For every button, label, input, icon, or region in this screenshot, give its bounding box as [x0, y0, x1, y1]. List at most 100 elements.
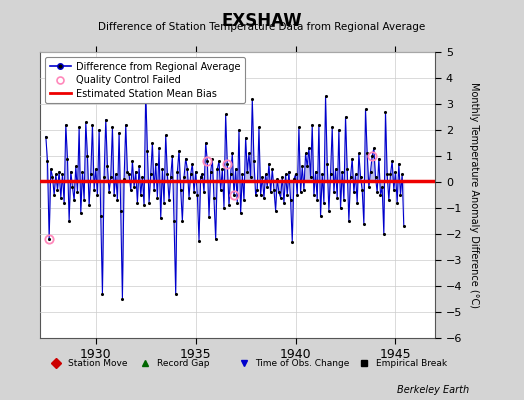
Point — [225, 202, 233, 209]
Point — [336, 205, 345, 211]
Point — [201, 140, 210, 146]
Point — [228, 150, 236, 156]
Text: Station Move: Station Move — [68, 358, 127, 368]
Point — [122, 122, 130, 128]
Point — [72, 163, 80, 170]
Point — [220, 205, 228, 211]
Point — [252, 192, 260, 198]
Point — [215, 158, 223, 164]
Point — [261, 171, 270, 178]
Point — [326, 171, 335, 178]
Point — [167, 174, 175, 180]
Point — [155, 145, 163, 151]
Point — [50, 192, 58, 198]
Point — [315, 122, 323, 128]
Point — [41, 133, 50, 140]
Point — [170, 218, 178, 224]
Point — [88, 122, 96, 128]
Point — [236, 210, 245, 216]
Point — [195, 237, 203, 244]
Point — [383, 171, 391, 178]
Point — [273, 176, 281, 182]
Point — [190, 189, 198, 196]
Point — [58, 171, 67, 178]
Point — [200, 189, 208, 196]
Point — [196, 174, 205, 180]
Point — [320, 200, 328, 206]
Point — [248, 96, 256, 102]
Point — [294, 124, 303, 130]
Point — [359, 220, 368, 227]
Point — [193, 192, 202, 198]
Point — [118, 296, 127, 302]
Point — [253, 186, 261, 193]
Point — [113, 197, 122, 203]
Text: Berkeley Earth: Berkeley Earth — [397, 385, 469, 395]
Point — [375, 155, 383, 162]
Point — [280, 200, 288, 206]
Point — [285, 168, 293, 175]
Point — [96, 213, 105, 219]
Point — [226, 171, 235, 178]
Point — [147, 171, 155, 178]
Point — [75, 124, 83, 130]
Point — [173, 168, 181, 175]
Point — [335, 127, 343, 133]
Text: EXSHAW: EXSHAW — [222, 12, 302, 30]
Point — [135, 163, 143, 170]
Point — [355, 150, 363, 156]
Point — [148, 140, 157, 146]
Point — [86, 171, 95, 178]
Point — [208, 155, 216, 162]
Point — [65, 218, 73, 224]
Point — [395, 160, 403, 167]
Point — [45, 236, 53, 242]
Point — [55, 168, 63, 175]
Point — [323, 160, 331, 167]
Point — [180, 174, 188, 180]
Point — [157, 215, 165, 222]
Text: Empirical Break: Empirical Break — [376, 358, 447, 368]
Point — [362, 106, 370, 112]
Point — [206, 168, 215, 175]
Point — [145, 200, 153, 206]
Point — [212, 236, 220, 242]
Point — [123, 168, 132, 175]
Point — [281, 171, 290, 178]
Point — [275, 189, 283, 196]
Point — [230, 192, 238, 198]
Point — [150, 186, 158, 193]
Point — [350, 189, 358, 196]
Point — [379, 231, 388, 237]
Point — [391, 168, 400, 175]
Point — [103, 163, 112, 170]
Point — [153, 194, 161, 201]
Point — [165, 197, 173, 203]
Point — [108, 124, 117, 130]
Point — [276, 194, 285, 201]
Point — [393, 200, 401, 206]
Point — [310, 192, 318, 198]
Point — [366, 168, 375, 175]
Point — [353, 200, 362, 206]
Point — [333, 194, 342, 201]
Point — [321, 93, 330, 99]
Point — [373, 189, 381, 196]
Text: Difference of Station Temperature Data from Regional Average: Difference of Station Temperature Data f… — [99, 22, 425, 32]
Point — [270, 186, 278, 193]
Point — [297, 189, 305, 196]
Point — [246, 174, 255, 180]
Point — [52, 171, 60, 178]
Point — [68, 184, 77, 190]
Y-axis label: Monthly Temperature Anomaly Difference (°C): Monthly Temperature Anomaly Difference (… — [470, 82, 479, 308]
Point — [216, 186, 225, 193]
Point — [390, 186, 398, 193]
Point — [168, 153, 177, 159]
Point — [291, 171, 300, 178]
Point — [105, 189, 113, 196]
Point — [288, 238, 297, 245]
Point — [316, 213, 325, 219]
Text: Time of Obs. Change: Time of Obs. Change — [255, 358, 350, 368]
Point — [238, 171, 246, 178]
Point — [53, 186, 62, 193]
